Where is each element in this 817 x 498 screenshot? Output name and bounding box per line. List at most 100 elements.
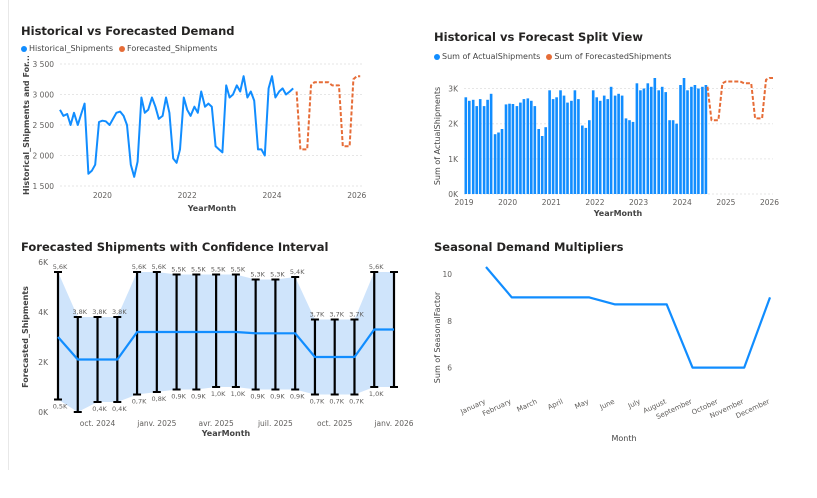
chart4-series-line	[485, 266, 772, 369]
chart4-y-tick-label: 10	[442, 270, 452, 279]
chart1-y-tick-label: 3 000	[33, 91, 55, 100]
chart3-plot[interactable]: 0K 2K 4K 6K 5,6K 0,5K 3,8K 3,8K 0,4K 3,8K 0,4K 5,6K…	[14, 254, 414, 440]
chart2-bar	[573, 90, 577, 194]
chart1-x-tick-label: 2026	[347, 191, 366, 200]
chart4-x-tick-label: June	[598, 398, 616, 412]
chart2-x-tick-label: 2026	[760, 198, 779, 207]
chart4-x-tick-label: May	[574, 398, 591, 411]
chart2-bar	[533, 106, 537, 194]
chart2-bar	[515, 106, 519, 194]
chart1-y-axis-label: Historical_Shipments and For...	[22, 56, 31, 195]
chart2-bar	[701, 86, 704, 194]
chart2-bar	[650, 86, 653, 194]
chart2-bar	[675, 123, 678, 194]
chart2-x-axis-label: YearMonth	[593, 209, 643, 218]
chart3-upper-data-label: 3,8K	[92, 308, 107, 316]
chart2-bar	[588, 120, 591, 194]
chart2-bar	[602, 95, 606, 194]
chart2-bar	[566, 102, 569, 194]
chart3-forecast-line	[57, 328, 394, 361]
chart3-lower-data-label: 0,9K	[191, 393, 206, 401]
chart2-bar	[606, 99, 610, 194]
chart1-legend-item-forecast[interactable]: Forecasted_Shipments	[119, 44, 217, 53]
chart3-lower-data-label: 0,9K	[290, 393, 305, 401]
chart3-y-tick-label: 6K	[38, 258, 49, 267]
chart3-upper-data-label: 5,3K	[270, 271, 285, 279]
chart2-y-tick-label: 1K	[448, 155, 459, 164]
chart1-x-tick-label: 2024	[262, 191, 281, 200]
chart3-x-tick-label: oct. 2025	[317, 419, 353, 428]
chart3-title: Forecasted Shipments with Confidence Int…	[21, 240, 329, 254]
chart4-y-tick-label: 6	[447, 364, 452, 373]
chart2-y-tick-label: 2K	[448, 120, 459, 129]
chart2-bar	[635, 83, 639, 194]
chart3-lower-data-label: 0,7K	[329, 398, 344, 406]
chart2-bar	[620, 95, 624, 194]
chart3-upper-data-label: 5,5K	[171, 266, 186, 274]
chart2-bar	[642, 88, 646, 194]
page-divider	[8, 0, 9, 470]
chart1-legend: Historical_Shipments Forecasted_Shipment…	[21, 44, 223, 53]
chart1-series-line-historical	[59, 75, 294, 178]
chart2-legend: Sum of ActualShipments Sum of Forecasted…	[434, 52, 677, 61]
chart2-bar	[482, 106, 486, 194]
chart3-y-tick-label: 2K	[38, 358, 49, 367]
chart2-series-line-forecast	[706, 77, 773, 122]
chart2-bar	[540, 136, 544, 194]
chart2-x-tick-label: 2020	[498, 198, 517, 207]
chart2-bar	[690, 86, 693, 194]
chart1-x-tick-label: 2022	[178, 191, 197, 200]
chart2-bar	[624, 118, 628, 194]
chart2-bar	[471, 99, 475, 194]
chart3-x-tick-label: avr. 2025	[198, 419, 234, 428]
chart2-bar	[551, 99, 555, 194]
chart3-upper-data-label: 5,5K	[191, 266, 206, 274]
chart3-lower-data-label: 0,7K	[349, 398, 364, 406]
chart3-upper-data-label: 5,6K	[152, 263, 167, 271]
chart2-bar	[660, 86, 664, 194]
chart2-bar	[613, 95, 617, 194]
chart3-upper-data-label: 3,7K	[349, 311, 364, 319]
chart2-bar	[497, 132, 500, 194]
chart1-y-tick-label: 2 000	[33, 152, 55, 161]
chart2-plot[interactable]: 0K 1K 2K 3K 2019 2020 2021 2022 2023 2024 2025 2026…	[428, 64, 788, 222]
chart3-upper-data-label: 5,6K	[132, 263, 147, 271]
chart2-bar	[519, 102, 522, 194]
chart1-y-tick-label: 3 500	[33, 60, 55, 69]
chart2-x-tick-label: 2022	[585, 198, 604, 207]
chart2-title: Historical vs Forecast Split View	[434, 30, 643, 44]
chart2-bar	[526, 98, 530, 194]
chart3-upper-data-label: 3,8K	[72, 308, 87, 316]
chart1-title: Historical vs Forecasted Demand	[21, 24, 235, 38]
chart2-legend-item-forecast[interactable]: Sum of ForecastedShipments	[546, 52, 671, 61]
chart1-plot[interactable]: 1 500 2 000 2 500 3 000 3 500 2020 2022 2024 202…	[14, 56, 394, 218]
chart4-y-axis-label: Sum of SeasonalFactor	[433, 291, 442, 383]
chart1-legend-item-historical[interactable]: Historical_Shipments	[21, 44, 113, 53]
chart3-upper-data-label: 5,5K	[211, 266, 226, 274]
chart2-bar	[544, 127, 548, 194]
chart2-bar	[478, 99, 482, 194]
chart3-lower-data-label: 0,9K	[171, 393, 186, 401]
chart2-bar	[653, 78, 657, 194]
chart2-bar	[464, 97, 468, 194]
chart2-bar	[500, 129, 504, 194]
chart2-legend-label-actual: Sum of ActualShipments	[442, 52, 541, 61]
chart3-upper-data-label: 3,7K	[329, 311, 344, 319]
chart2-bar	[559, 90, 562, 194]
chart3-confidence-band	[58, 272, 394, 412]
chart4-x-axis-label: Month	[611, 434, 636, 443]
chart2-bar	[562, 95, 566, 194]
chart3-upper-data-label: 5,6K	[53, 263, 68, 271]
chart2-bar	[584, 127, 588, 194]
chart3-lower-data-label: 0,7K	[132, 398, 147, 406]
chart2-bar	[522, 99, 526, 194]
chart2-bar	[598, 100, 602, 194]
chart3-upper-data-label: 5,5K	[231, 266, 246, 274]
chart3-upper-data-label: 5,4K	[290, 268, 305, 276]
chart3-lower-data-label: 0,4K	[112, 405, 127, 413]
chart2-y-tick-label: 0K	[448, 190, 459, 199]
chart2-legend-item-actual[interactable]: Sum of ActualShipments	[434, 52, 540, 61]
chart2-x-tick-label: 2024	[673, 198, 692, 207]
chart2-bar	[631, 121, 635, 194]
